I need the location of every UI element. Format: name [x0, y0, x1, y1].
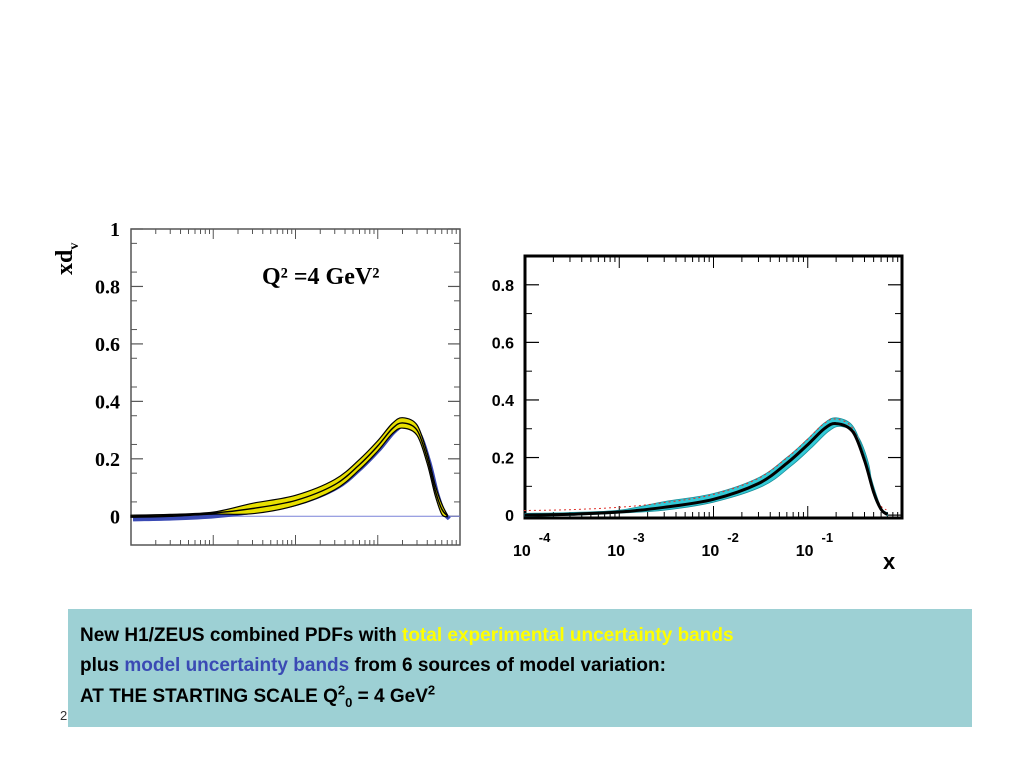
- left-central-line: [130, 422, 448, 517]
- left-y-tick-label: 0.2: [95, 449, 120, 471]
- caption-line2-prefix: plus: [80, 655, 125, 676]
- left-y-tick-label: 1: [110, 219, 120, 241]
- caption-line3-sup2: 2: [427, 682, 436, 698]
- caption-line1-prefix: New H1/ZEUS combined PDFs with: [80, 625, 402, 646]
- caption-line3-prefix: AT THE STARTING SCALE Q: [80, 686, 338, 707]
- left-y-ticks: 0 0.2 0.4 0.6 0.8 1: [95, 219, 460, 528]
- caption-line-1: New H1/ZEUS combined PDFs with total exp…: [80, 621, 960, 651]
- model-uncertainty-text: model uncertainty bands: [124, 655, 350, 676]
- caption-line3-sup: 2: [337, 682, 346, 698]
- left-y-tick-label: 0: [110, 506, 120, 528]
- caption-box: New H1/ZEUS combined PDFs with total exp…: [68, 609, 972, 727]
- left-uncertainty-bands: [130, 417, 460, 522]
- caption-line3-sub: 0: [345, 694, 353, 710]
- caption-line-2: plus model uncertainty bands from 6 sour…: [80, 651, 960, 681]
- left-y-axis-label-sub: v: [67, 243, 82, 250]
- left-y-tick-label: 0.6: [95, 334, 120, 356]
- page-number: 2: [60, 708, 68, 723]
- left-y-tick-label: 0.4: [95, 391, 120, 413]
- left-x-ticks: [130, 229, 457, 545]
- caption-line2-suffix: from 6 sources of model variation:: [349, 655, 666, 676]
- left-y-tick-label: 0.8: [95, 276, 120, 298]
- left-y-axis-label: xdv: [52, 243, 82, 275]
- left-y-axis-label-main: xd: [52, 249, 78, 275]
- left-annotation: Q² =4 GeV²: [262, 264, 379, 290]
- experimental-uncertainty-text: total experimental uncertainty bands: [402, 625, 734, 646]
- caption-line-3: AT THE STARTING SCALE Q20 = 4 GeV2: [80, 682, 960, 712]
- caption-line3-mid: = 4 GeV: [352, 686, 428, 707]
